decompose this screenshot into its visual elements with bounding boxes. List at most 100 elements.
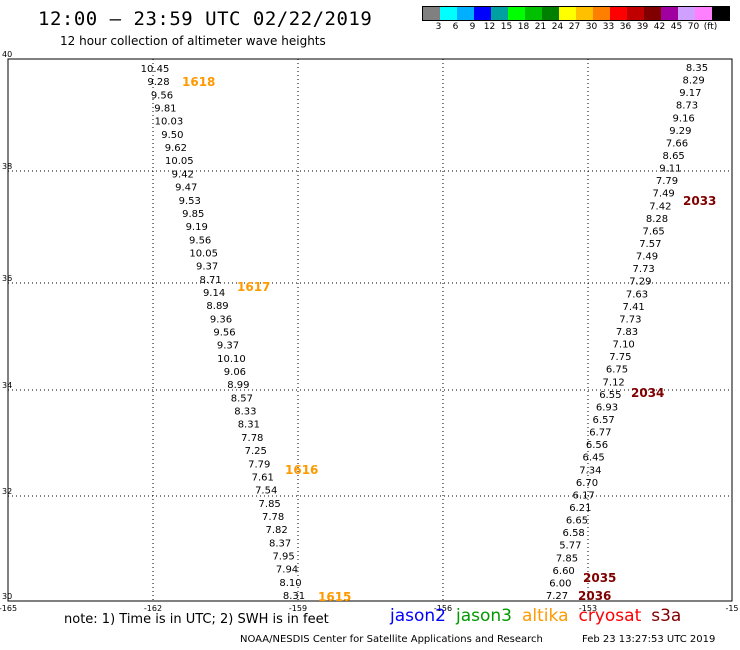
lat-tick-label: 34 (2, 381, 12, 390)
orbit-number-label: 1616 (285, 463, 318, 477)
timestamp-text: Feb 23 13:27:53 UTC 2019 (582, 634, 716, 645)
color-swatch (593, 7, 610, 20)
orbit-number-label: 1618 (182, 75, 215, 89)
wave-height-value: 6.56 (586, 440, 608, 451)
color-swatch (627, 7, 644, 20)
wave-height-value: 8.99 (227, 380, 249, 391)
legend-item-jason3: jason3 (456, 606, 512, 626)
color-swatch (525, 7, 542, 20)
legend-item-jason2: jason2 (390, 606, 446, 626)
satellite-legend: jason2 jason3 altika cryosat s3a (390, 606, 681, 626)
wave-height-value: 9.56 (213, 328, 235, 339)
wave-height-value: 6.75 (606, 365, 628, 376)
units-note: note: 1) Time is in UTC; 2) SWH is in fe… (64, 612, 329, 627)
wave-height-value: 7.63 (626, 289, 648, 300)
color-scale-label: 70 (687, 22, 700, 32)
wave-height-value: 9.47 (175, 183, 197, 194)
color-swatch (508, 7, 525, 20)
wave-height-value: 6.65 (566, 516, 588, 527)
orbit-number-label: 1617 (237, 280, 270, 294)
wave-height-value: 8.28 (646, 214, 668, 225)
credit-text: NOAA/NESDIS Center for Satellite Applica… (240, 634, 543, 645)
lon-tick-label: -162 (144, 604, 162, 613)
wave-height-value: 7.27 (546, 591, 568, 602)
legend-item-altika: altika (522, 606, 569, 626)
wave-height-value: 7.78 (241, 433, 263, 444)
color-scale-bar (422, 6, 730, 21)
lat-tick-label: 38 (2, 162, 12, 171)
wave-height-value: 8.29 (683, 76, 705, 87)
wave-height-value: 7.78 (262, 512, 284, 523)
lon-tick-label: -165 (0, 604, 17, 613)
wave-height-value: 9.42 (172, 169, 194, 180)
color-swatch (457, 7, 474, 20)
color-swatch (559, 7, 576, 20)
lon-tick-label: -156 (434, 604, 452, 613)
color-swatch (712, 7, 729, 20)
wave-height-value: 6.58 (563, 528, 585, 539)
wave-height-value: 7.25 (245, 446, 267, 457)
wave-height-value: 10.05 (165, 156, 194, 167)
wave-height-value: 9.17 (679, 88, 701, 99)
wave-height-value: 7.83 (616, 327, 638, 338)
wave-height-value: 9.56 (189, 235, 211, 246)
color-scale-label: 9 (469, 22, 476, 32)
color-scale-label: 33 (602, 22, 615, 32)
wave-height-value: 6.55 (599, 390, 621, 401)
wave-height-value: 6.00 (549, 578, 571, 589)
wave-height-value: 8.33 (234, 407, 256, 418)
color-swatch (474, 7, 491, 20)
color-swatch (610, 7, 627, 20)
wave-height-value: 8.71 (199, 275, 221, 286)
wave-height-value: 9.36 (210, 314, 232, 325)
color-swatch (695, 7, 712, 20)
color-swatch (440, 7, 457, 20)
color-scale-label: 39 (636, 22, 649, 32)
color-scale-label: 3 (435, 22, 442, 32)
wave-height-value: 9.11 (659, 164, 681, 175)
wave-height-value: 8.73 (676, 101, 698, 112)
lat-tick-label: 36 (2, 274, 12, 283)
wave-height-value: 10.45 (141, 64, 170, 75)
wave-height-value: 6.70 (576, 478, 598, 489)
color-swatch (661, 7, 678, 20)
wave-height-value: 7.29 (629, 277, 651, 288)
color-scale-label: 6 (452, 22, 459, 32)
wave-height-value: 10.03 (155, 117, 184, 128)
lon-tick-label: -159 (289, 604, 307, 613)
wave-height-value: 9.28 (147, 77, 169, 88)
orbit-number-label: 2033 (683, 194, 716, 208)
wave-height-value: 6.17 (573, 490, 595, 501)
wave-height-value: 7.94 (276, 565, 298, 576)
wave-height-value: 7.12 (603, 377, 625, 388)
wave-height-value: 8.89 (206, 301, 228, 312)
wave-height-value: 6.21 (569, 503, 591, 514)
lon-tick-label: -15 (725, 604, 738, 613)
wave-height-value: 8.65 (663, 151, 685, 162)
wave-height-value: 8.31 (283, 591, 305, 602)
color-scale-label: 36 (619, 22, 632, 32)
color-swatch (423, 7, 440, 20)
wave-height-value: 7.75 (609, 352, 631, 363)
orbit-number-label: 2035 (583, 571, 616, 585)
wave-height-value: 7.66 (666, 138, 688, 149)
wave-height-value: 9.16 (673, 113, 695, 124)
wave-height-value: 9.06 (224, 367, 246, 378)
orbit-number-label: 1615 (318, 590, 351, 604)
color-swatch (542, 7, 559, 20)
color-swatch (576, 7, 593, 20)
color-scale-label: 21 (534, 22, 547, 32)
wave-height-value: 8.10 (279, 578, 301, 589)
color-scale-label: 15 (500, 22, 513, 32)
wave-height-value: 9.37 (196, 262, 218, 273)
lat-tick-label: 30 (2, 592, 12, 601)
wave-height-value: 9.56 (151, 90, 173, 101)
lat-tick-label: 40 (2, 50, 12, 59)
legend-item-s3a: s3a (651, 606, 682, 626)
wave-height-value: 9.37 (217, 341, 239, 352)
wave-height-value: 7.49 (636, 252, 658, 263)
wave-height-value: 5.77 (559, 541, 581, 552)
wave-height-value: 9.53 (179, 196, 201, 207)
wave-height-value: 7.54 (255, 486, 277, 497)
wave-height-value: 7.34 (579, 465, 601, 476)
